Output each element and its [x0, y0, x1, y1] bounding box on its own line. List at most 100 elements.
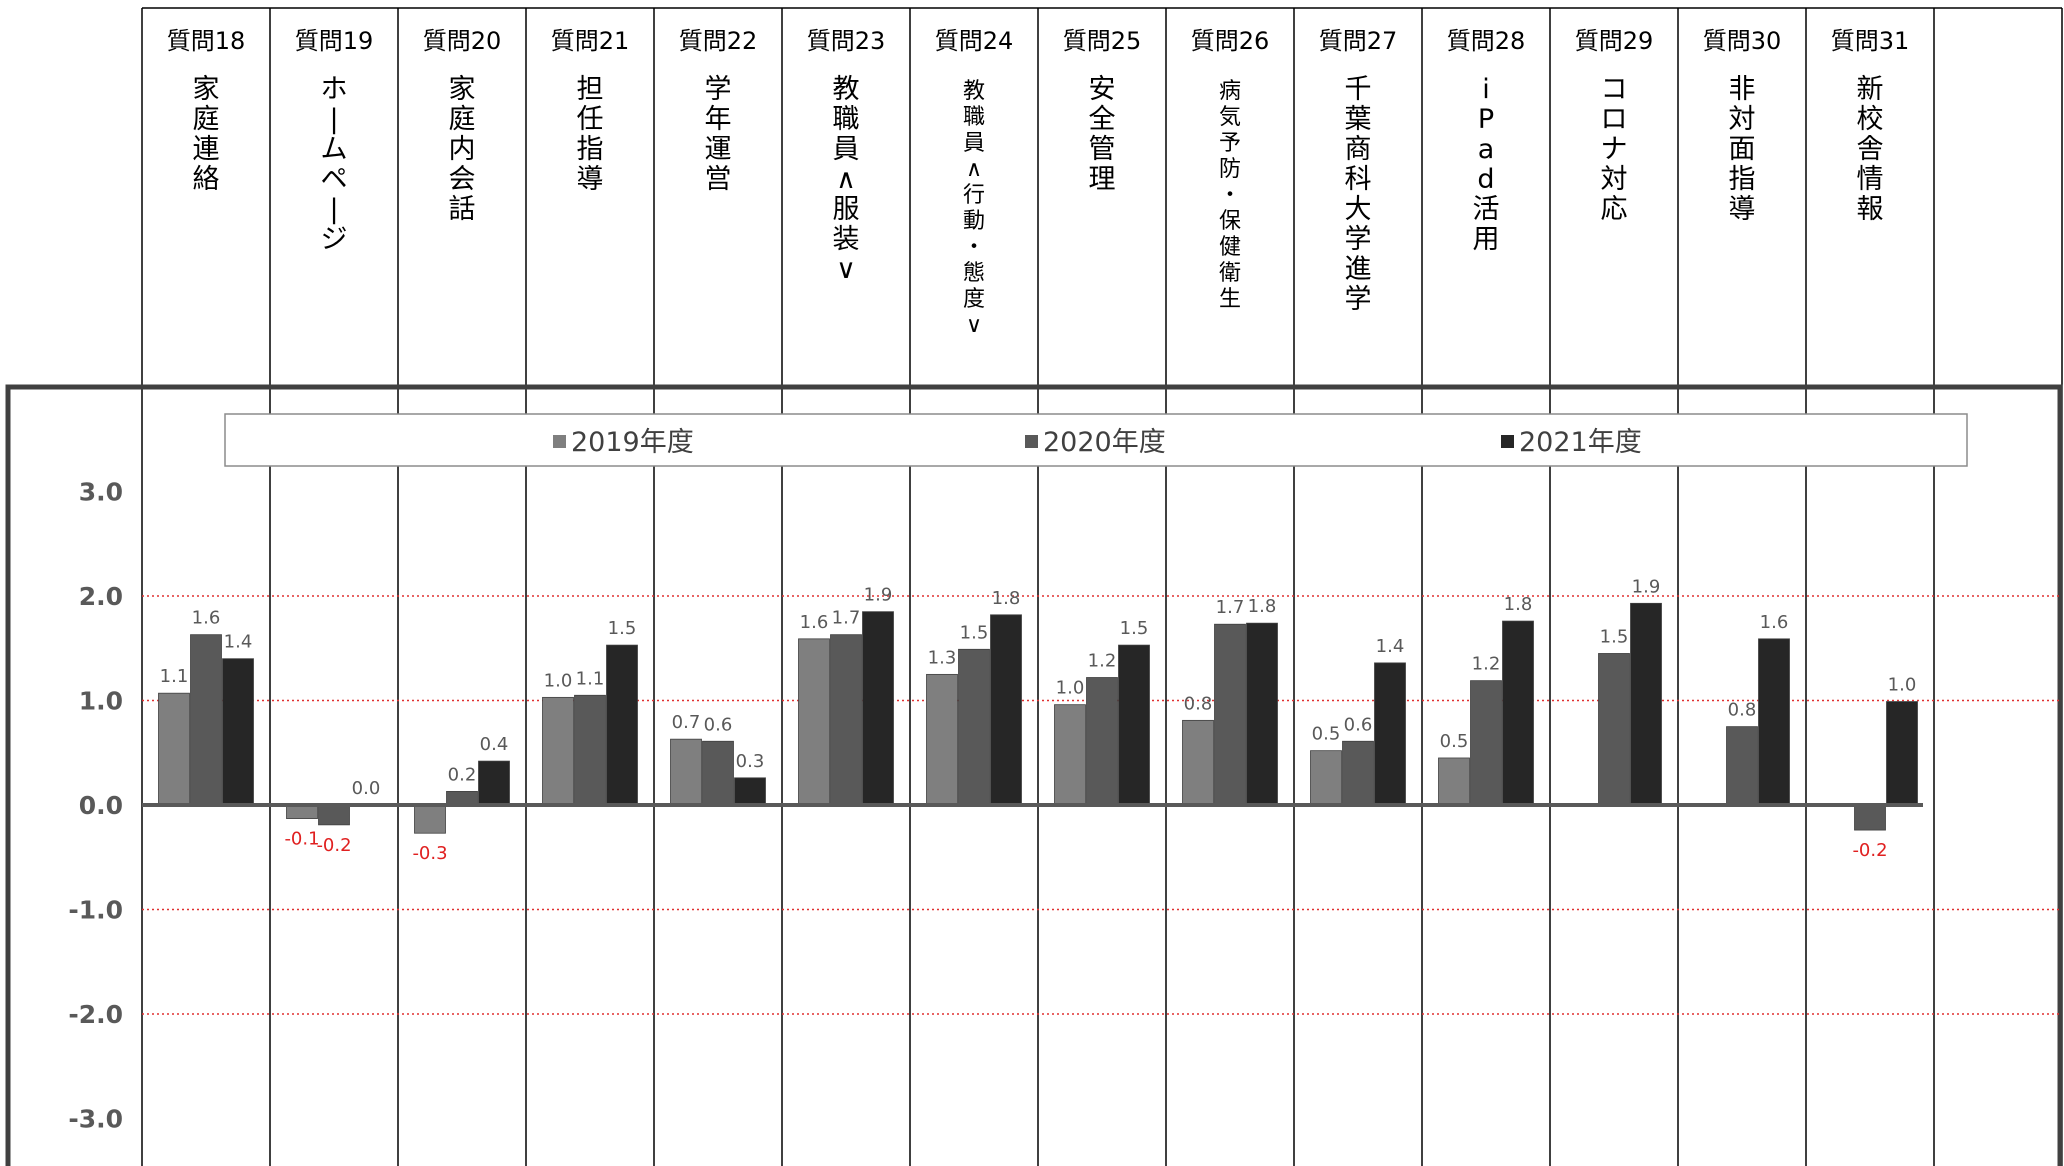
category-name-char: i — [1482, 74, 1490, 105]
legend-box — [224, 413, 1968, 467]
bar — [1214, 623, 1246, 806]
bar — [798, 638, 830, 806]
category-name-char: 担 — [577, 74, 604, 105]
category-name-char: 進 — [1345, 254, 1372, 285]
category-name-char: 学 — [705, 74, 732, 105]
data-label: 1.1 — [160, 666, 189, 687]
category-name-char: 服 — [833, 194, 860, 225]
bar — [1470, 680, 1502, 806]
legend-swatch — [1025, 435, 1038, 448]
category-number-label: 質問22 — [679, 27, 758, 55]
data-label: 0.8 — [1184, 693, 1213, 714]
bar — [958, 648, 990, 806]
data-label: 0.7 — [672, 712, 701, 733]
legend-swatch — [1501, 435, 1514, 448]
data-label: 1.8 — [992, 588, 1021, 609]
y-tick-label: 0.0 — [79, 791, 123, 820]
data-label: 1.7 — [832, 608, 861, 629]
category-name-char: ム — [321, 134, 348, 165]
category-name-char: 教 — [833, 74, 860, 105]
bar — [318, 804, 350, 826]
category-name-char: 庭 — [449, 104, 476, 135]
category-name-char: 任 — [577, 104, 604, 135]
data-label: 1.6 — [192, 608, 221, 629]
bar — [190, 634, 222, 806]
category-number-label: 質問19 — [295, 27, 374, 55]
data-label: 1.6 — [1760, 612, 1789, 633]
data-label: 1.5 — [1600, 626, 1629, 647]
category-name-char: 職 — [833, 104, 860, 135]
bar — [1310, 750, 1342, 806]
bar — [1630, 602, 1662, 806]
bar — [1342, 740, 1374, 806]
legend-label: 2021年度 — [1519, 427, 1642, 458]
category-number-label: 質問23 — [807, 27, 886, 55]
bar — [286, 804, 318, 819]
category-name-char: 職 — [963, 105, 985, 130]
category-number-label: 質問21 — [551, 27, 630, 55]
category-name-char: ∨ — [836, 254, 856, 285]
data-label: 1.4 — [224, 632, 253, 653]
category-name-char: ナ — [1601, 134, 1628, 165]
data-label: -0.2 — [316, 835, 351, 856]
category-name-char: | — [329, 104, 338, 135]
legend-label: 2020年度 — [1043, 427, 1166, 458]
bar — [478, 760, 510, 806]
bar — [542, 696, 574, 806]
bar — [702, 740, 734, 806]
bar — [1118, 644, 1150, 806]
data-label: 1.0 — [544, 670, 573, 691]
data-label: 1.6 — [800, 612, 829, 633]
category-name-char: 報 — [1857, 194, 1884, 225]
data-label: 0.5 — [1312, 724, 1341, 745]
data-label: 0.6 — [1344, 714, 1373, 735]
bar — [1182, 719, 1214, 806]
category-name-char: 行 — [963, 183, 985, 208]
category-number-label: 質問24 — [935, 27, 1014, 55]
data-label: 1.0 — [1056, 678, 1085, 699]
y-tick-label: -2.0 — [68, 1000, 123, 1029]
bar — [414, 804, 446, 834]
category-number-label: 質問25 — [1063, 27, 1142, 55]
category-name-char: 活 — [1473, 194, 1500, 225]
bar — [830, 634, 862, 806]
category-number-label: 質問26 — [1191, 27, 1270, 55]
bar — [222, 658, 254, 806]
bar — [446, 791, 478, 806]
bar — [862, 611, 894, 806]
category-name-char: 運 — [705, 134, 732, 165]
data-label: 1.8 — [1248, 596, 1277, 617]
category-name-char: 内 — [449, 134, 476, 165]
data-label: 0.3 — [736, 751, 765, 772]
category-name-char: 葉 — [1345, 104, 1372, 135]
category-name-char: 動 — [963, 209, 985, 234]
bar — [1246, 622, 1278, 806]
data-label: 1.9 — [1632, 576, 1661, 597]
category-name-char: 家 — [193, 74, 220, 105]
category-name-char: 員 — [833, 134, 860, 165]
category-number-label: 質問31 — [1831, 27, 1910, 55]
category-name-char: 健 — [1219, 235, 1241, 260]
bar — [1086, 677, 1118, 806]
legend-label: 2019年度 — [571, 427, 694, 458]
category-name-char: 気 — [1219, 105, 1241, 130]
category-name-char: ペ — [321, 164, 348, 195]
y-tick-label: 1.0 — [79, 687, 123, 716]
category-name-char: 保 — [1219, 209, 1241, 234]
category-name-char: 衛 — [1219, 261, 1241, 286]
y-tick-label: 3.0 — [79, 478, 123, 507]
category-name-char: 装 — [833, 224, 860, 255]
category-name-char: 情 — [1857, 164, 1884, 195]
data-label: 1.2 — [1088, 651, 1117, 672]
data-label: 1.8 — [1504, 594, 1533, 615]
category-name-char: 非 — [1729, 74, 1756, 105]
data-label: 0.2 — [448, 764, 477, 785]
category-name-char: 学 — [1345, 224, 1372, 255]
category-name-char: 話 — [449, 194, 476, 225]
category-name-char: P — [1478, 104, 1494, 135]
data-label: 1.1 — [576, 668, 605, 689]
category-number-label: 質問20 — [423, 27, 502, 55]
category-name-char: 連 — [193, 134, 220, 165]
data-label: 1.5 — [608, 618, 637, 639]
